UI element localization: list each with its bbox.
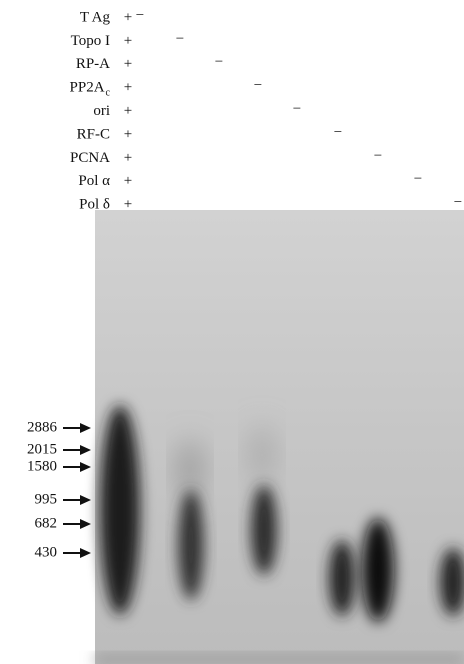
- plus-sign: +: [124, 150, 132, 166]
- marker-arrows: [63, 423, 91, 558]
- row-label-subscript: c: [106, 87, 111, 98]
- plus-sign: +: [124, 80, 132, 96]
- size-marker: 995: [35, 491, 58, 507]
- size-marker: 2886: [27, 419, 58, 435]
- row-label: RF-C: [77, 126, 110, 142]
- minus-sign: −: [374, 148, 382, 164]
- arrow-head: [80, 495, 91, 505]
- size-marker: 682: [35, 515, 58, 531]
- minus-sign: −: [293, 101, 301, 117]
- row-label: PCNA: [70, 150, 110, 166]
- minus-sign: −: [334, 124, 342, 140]
- row-label: Pol δ: [79, 197, 110, 213]
- size-marker: 1580: [27, 458, 57, 474]
- gel: [95, 210, 464, 664]
- minus-sign: −: [414, 171, 422, 187]
- arrow-head: [80, 462, 91, 472]
- plus-sign: +: [124, 173, 132, 189]
- plus-sign: +: [124, 126, 132, 142]
- arrow-head: [80, 445, 91, 455]
- bands: [95, 405, 464, 664]
- minus-sign: −: [254, 78, 262, 94]
- size-marker: 430: [35, 544, 58, 560]
- arrow-head: [80, 548, 91, 558]
- row-label: Topo I: [71, 33, 110, 49]
- size-marker: 2015: [27, 441, 57, 457]
- row-label: ori: [93, 103, 110, 119]
- minus-sign: −: [454, 195, 462, 211]
- row-label: RP-A: [76, 56, 110, 72]
- plus-sign: +: [124, 103, 132, 119]
- row-label: T Ag: [80, 9, 111, 25]
- plus-sign: +: [124, 56, 132, 72]
- plus-sign: +: [124, 197, 132, 213]
- arrow-head: [80, 423, 91, 433]
- arrow-head: [80, 519, 91, 529]
- minus-sign: −: [136, 7, 144, 23]
- minus-sign: −: [176, 31, 184, 47]
- row-label: Pol α: [78, 173, 110, 189]
- plus-sign: +: [124, 33, 132, 49]
- plus-sign: +: [124, 9, 132, 25]
- row-label: PP2A: [70, 80, 105, 96]
- minus-sign: −: [215, 54, 223, 70]
